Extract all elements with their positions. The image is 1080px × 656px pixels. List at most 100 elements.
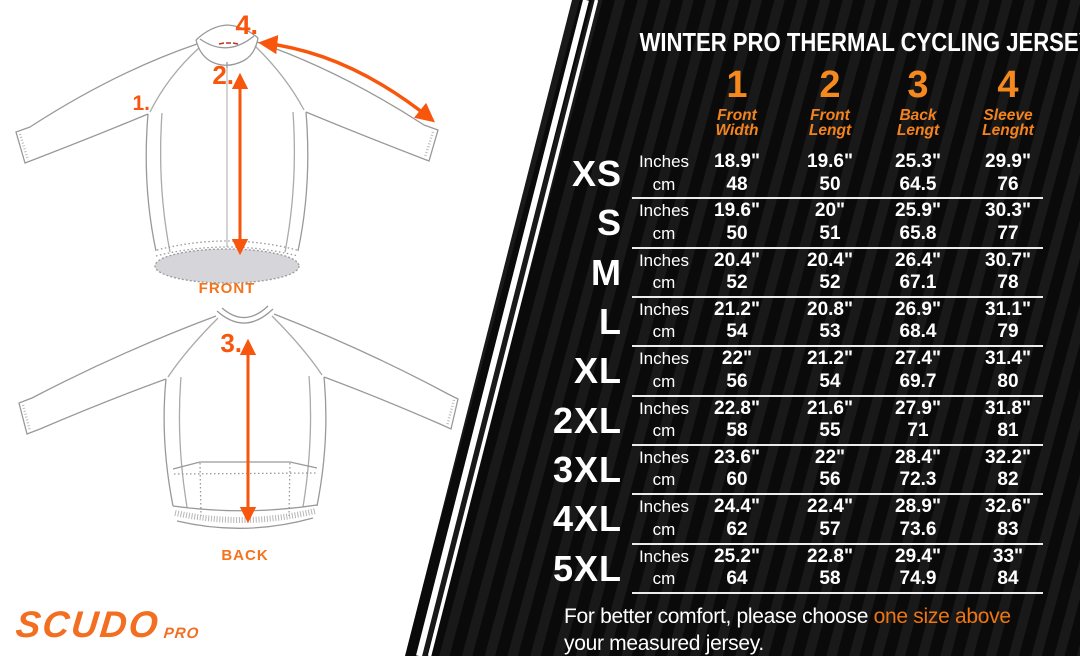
- cm-value: 48: [726, 173, 748, 195]
- row-separator: [632, 443, 1043, 446]
- measurement-cell: 26.4" 67.1: [870, 250, 966, 295]
- black-panel: [405, 0, 1080, 656]
- unit-cm-label: cm: [652, 223, 676, 243]
- cm-value: 58: [819, 568, 841, 590]
- inches-value: 18.9": [714, 151, 760, 172]
- inches-value: 28.4": [895, 446, 941, 468]
- inches-value: 21.2": [807, 348, 853, 370]
- measurement-cell: 28.4" 72.3: [870, 447, 966, 492]
- row-separator: [632, 295, 1043, 298]
- size-label: XS: [571, 153, 622, 194]
- cm-value: 50: [726, 222, 748, 244]
- jersey-diagram: 1. 2. 4. FRONT: [15, 10, 459, 564]
- edge-stripe-thick: [416, 0, 589, 656]
- inches-value: 31.4": [985, 348, 1031, 370]
- note-highlight: one size above: [873, 605, 1011, 628]
- back-collar-outer: [216, 308, 274, 324]
- collar-top-rim: [195, 24, 259, 41]
- back-left-sleeve: [18, 315, 217, 435]
- measurement-cell: 27.9" 71: [870, 398, 966, 443]
- inches-value: 22": [721, 348, 753, 370]
- inches-value: 24.4": [714, 496, 760, 518]
- unit-labels: Inches cm: [633, 447, 695, 492]
- pocket-divider-left: [199, 462, 202, 517]
- inches-value: 31.1": [985, 298, 1031, 320]
- inches-value: 22.8": [807, 545, 853, 567]
- measurement-cell: 30.7" 78: [960, 250, 1056, 295]
- inches-value: 25.3": [895, 151, 941, 172]
- measurement-cell: 19.6" 50: [782, 151, 878, 196]
- column-number: 2: [819, 64, 841, 106]
- measurement-cell: 21.6" 55: [782, 398, 878, 443]
- unit-cm-label: cm: [652, 519, 676, 539]
- cm-value: 56: [726, 370, 748, 392]
- measurement-cell: 32.6" 83: [960, 496, 1056, 541]
- inches-value: 22.4": [807, 496, 853, 518]
- column-label: Front Lengt: [783, 108, 876, 139]
- cm-value: 55: [819, 420, 841, 442]
- cm-value: 69.7: [899, 370, 937, 392]
- inches-value: 19.6": [714, 200, 760, 222]
- size-label: 4XL: [552, 498, 622, 540]
- cm-value: 79: [997, 321, 1019, 343]
- table-bottom-separator: [632, 592, 1043, 594]
- unit-labels: Inches cm: [633, 348, 695, 393]
- size-row: S Inches cm 19.6" 50 20" 51 25.9" 65.8 30.3" 77: [0, 198, 1080, 247]
- back-right-side: [316, 376, 327, 507]
- cm-value: 74.9: [899, 568, 937, 590]
- unit-inches-label: Inches: [638, 201, 690, 221]
- front-left-raglan-seam: [149, 47, 200, 113]
- column-header: 2 Front Lengt: [782, 64, 878, 139]
- inches-value: 21.6": [807, 397, 853, 419]
- front-hem-ellipse: [154, 248, 300, 284]
- cm-value: 80: [997, 370, 1019, 392]
- inches-value: 29.9": [985, 151, 1031, 172]
- cm-value: 51: [819, 222, 841, 244]
- row-separator: [632, 345, 1043, 348]
- measurement-cell: 20.4" 52: [689, 250, 785, 295]
- inches-value: 21.2": [714, 298, 760, 320]
- row-separator: [632, 493, 1043, 496]
- measurement-cell: 21.2" 54: [689, 299, 785, 344]
- note-text-pre: For better comfort, please choose: [564, 605, 874, 628]
- unit-cm-label: cm: [652, 371, 676, 391]
- size-label: 2XL: [552, 399, 622, 441]
- collar-logo-icon: [218, 42, 239, 45]
- back-left-raglan-seam: [167, 317, 219, 378]
- size-label: 3XL: [552, 448, 622, 490]
- marker-2-label: 2.: [212, 60, 234, 90]
- cm-value: 76: [997, 173, 1019, 195]
- front-left-side: [145, 113, 157, 252]
- back-left-side: [163, 378, 174, 507]
- size-row: 4XL Inches cm 24.4" 62 22.4" 57 28.9" 73.6 32.6" 8…: [0, 494, 1080, 543]
- cm-value: 52: [726, 272, 748, 294]
- back-right-raglan-seam: [271, 315, 323, 376]
- front-left-sleeve: [15, 43, 198, 164]
- unit-inches-label: Inches: [638, 546, 690, 566]
- collar-inner-rim: [199, 35, 255, 49]
- measurement-cell: 27.4" 69.7: [870, 348, 966, 393]
- chart-title: WINTER PRO THERMAL CYCLING JERSEY-MAN: [639, 27, 1080, 57]
- cm-value: 82: [997, 469, 1019, 491]
- inches-value: 22.8": [714, 397, 760, 419]
- unit-inches-label: Inches: [638, 349, 690, 369]
- size-label: L: [599, 300, 622, 342]
- sleeve-length-arrow-icon: [258, 35, 435, 123]
- cm-value: 50: [819, 173, 841, 195]
- unit-inches-label: Inches: [638, 398, 690, 418]
- cm-value: 78: [997, 272, 1019, 294]
- unit-labels: Inches cm: [633, 398, 695, 443]
- front-right-cuff-hatch: [423, 131, 435, 158]
- unit-inches-label: Inches: [638, 497, 690, 517]
- inches-value: 32.6": [985, 496, 1031, 518]
- inches-value: 22": [814, 446, 846, 468]
- inches-value: 29.4": [895, 545, 941, 567]
- size-row: XL Inches cm 22" 56 21.2" 54 27.4" 69.7 31.4" 80: [0, 346, 1080, 395]
- cm-value: 52: [819, 272, 841, 294]
- unit-cm-label: cm: [652, 569, 676, 589]
- cm-value: 65.8: [899, 222, 937, 244]
- row-separator: [632, 246, 1043, 249]
- unit-inches-label: Inches: [638, 299, 690, 319]
- cm-value: 54: [819, 370, 841, 392]
